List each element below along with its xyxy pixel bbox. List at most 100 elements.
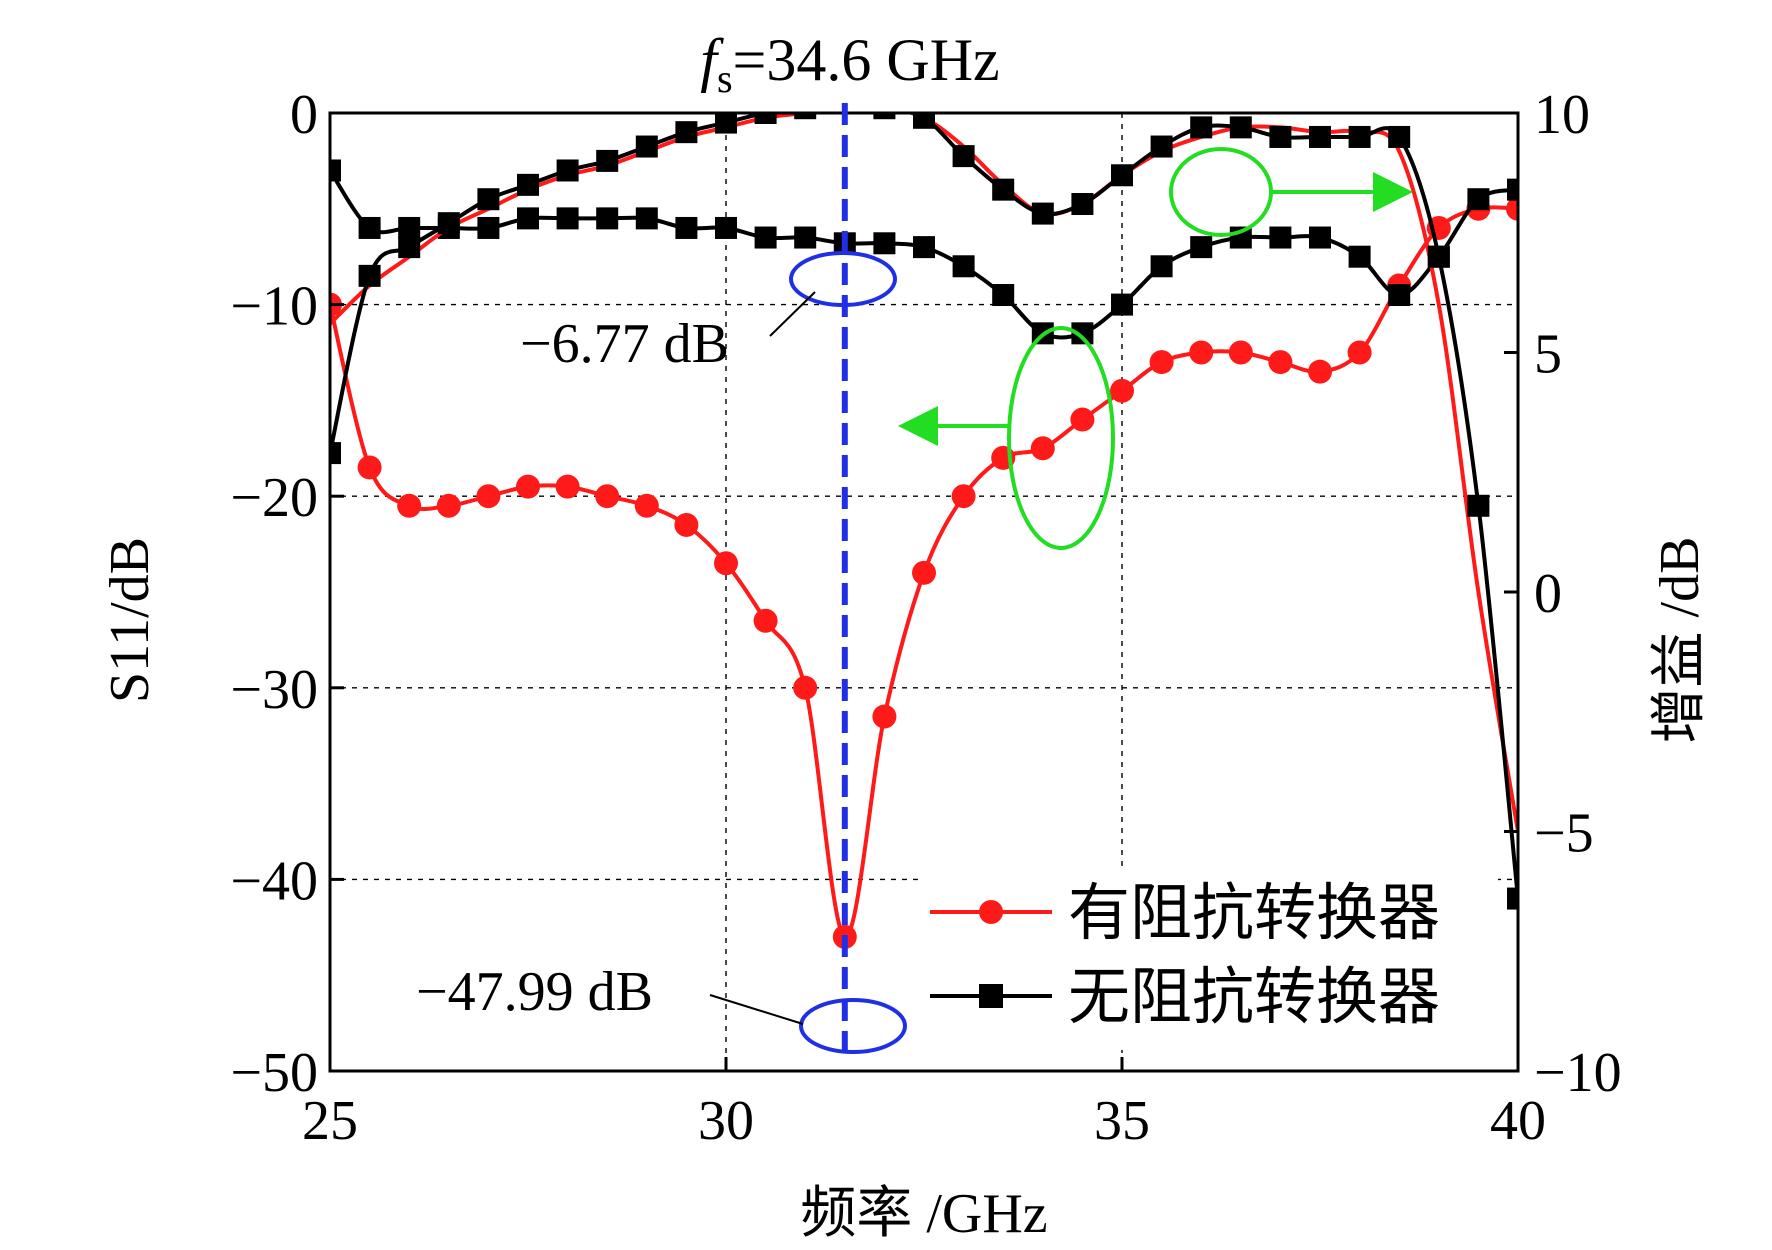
series-1-point-6 [556,207,579,230]
y-axis-label-right: 增益 /dB [1649,537,1711,744]
series-0-point-20 [1110,378,1134,403]
series-3-point-18 [1031,202,1054,225]
series-1-point-12 [794,226,817,249]
series-1-point-21 [1150,255,1173,278]
series-3-point-28 [1427,245,1450,268]
series-3-point-9 [675,121,698,144]
series-1-point-10 [715,216,737,239]
series-0-point-23 [1228,340,1253,365]
series-3-point-16 [952,145,975,168]
series-0-point-22 [1189,340,1214,365]
x-tick-label-2: 35 [1094,1090,1150,1152]
legend-marker-0 [979,900,1003,924]
series-3-point-11 [754,113,777,124]
series-0-point-21 [1149,350,1174,375]
series-0-point-5 [516,474,540,499]
annotation-ellipse-s11 [799,998,907,1054]
series-3-point-30 [1507,887,1518,910]
series-0-point-1 [357,455,382,480]
series-0-point-9 [674,512,699,537]
legend-box [918,870,1498,1050]
series-1-point-7 [596,207,619,230]
series-2-line [330,113,1518,832]
series-0-point-8 [634,493,659,518]
series-1-point-4 [477,216,500,239]
series-0-point-25 [1308,359,1332,384]
series-1-point-15 [913,236,935,259]
series-3-point-8 [635,135,658,158]
series-0-point-12 [793,675,818,700]
series-1-point-14 [873,232,896,255]
y-right-tick-label-3: −5 [1534,803,1594,865]
series-3-point-12 [794,113,817,120]
series-3-point-2 [398,236,421,259]
series-3-point-5 [517,173,539,196]
x-tick-label-0: 25 [302,1090,358,1152]
series-0-point-14 [872,704,897,729]
legend-marker-1 [979,984,1003,1008]
series-3-point-23 [1229,116,1252,139]
series-0-point-26 [1347,340,1372,365]
y-right-tick-label-0: 10 [1534,84,1590,146]
series-0-point-6 [555,474,580,499]
series-3-point-17 [992,178,1015,201]
legend-label-1: 无阻抗转换器 [1068,960,1440,1033]
series-0-point-3 [436,493,461,518]
series-3-point-26 [1348,125,1371,148]
legend: 有阻抗转换器 无阻抗转换器 [918,870,1498,1050]
y-right-tick-label-4: −10 [1534,1042,1622,1104]
series-0-point-16 [951,484,976,509]
series-3-point-21 [1150,135,1173,158]
series-1-point-2 [398,216,421,239]
series-0-point-19 [1070,407,1095,432]
series-3-point-1 [358,264,381,287]
series-3-point-4 [477,188,500,211]
annotation-leader-s11 [709,994,804,1025]
y-axis-label-left: S11/dB [99,537,161,703]
series-1-point-0 [330,159,341,182]
series-0-point-24 [1268,350,1293,375]
series-0-point-15 [912,560,936,585]
series-0-point-18 [1030,436,1055,461]
y-left-tick-label-2: −20 [230,467,318,529]
series-0-point-30 [1506,196,1518,221]
y-left-tick-label-4: −40 [230,850,318,912]
series-1-point-1 [358,216,381,239]
series-1-point-17 [992,284,1015,307]
series-3-point-7 [596,149,619,172]
series-3-point-20 [1111,164,1133,187]
series-layer [330,113,1518,949]
series-0-point-10 [714,551,738,576]
y-right-tick-label-2: 0 [1534,563,1562,625]
series-1-point-26 [1348,245,1371,268]
series-1-point-22 [1190,236,1213,259]
x-tick-label-3: 40 [1490,1090,1546,1152]
series-0-point-2 [397,493,422,518]
series-1-point-29 [1467,188,1490,211]
y-left-tick-label-3: −30 [230,659,318,721]
series-3-point-3 [437,212,460,235]
series-0-point-11 [753,608,778,633]
annotation-ellipse-gain [789,251,897,307]
y-left-tick-label-1: −10 [230,276,318,338]
series-3-point-24 [1269,125,1292,148]
x-tick-label-1: 30 [698,1090,754,1152]
series-0-point-7 [595,484,620,509]
series-3-point-14 [873,113,896,120]
series-1-point-30 [1507,178,1518,201]
series-1-point-8 [635,207,658,230]
legend-label-0: 有阻抗转换器 [1068,876,1440,949]
annotation-leader-gain [769,291,816,337]
y-right-tick-label-1: 5 [1534,324,1562,386]
series-3-point-10 [715,113,737,134]
series-0-point-4 [476,484,501,509]
indicator-ellipse-s11 [1007,326,1115,550]
series-3-point-25 [1309,125,1331,148]
series-1-point-5 [517,207,539,230]
fs-label: fs=34.6 GHz [700,27,999,101]
series-1-point-25 [1309,226,1331,249]
ticks: 25 30 35 40 0 −10 −20 −30 −40 −50 10 5 0 −5 −10 [230,84,1621,1152]
x-axis-label: 频率 /GHz [800,1183,1047,1245]
series-1-point-16 [952,255,975,278]
